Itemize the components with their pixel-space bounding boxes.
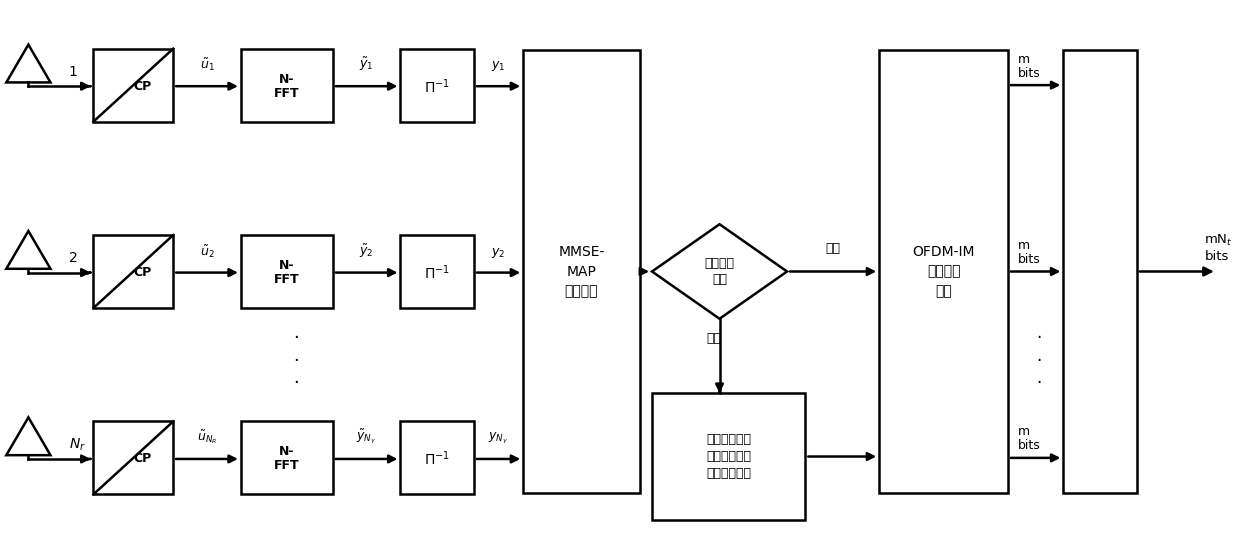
Text: $\tilde{y}_2$: $\tilde{y}_2$ [360, 242, 373, 260]
Text: 错误激活模式
纠正和出错子
载波估计模块: 错误激活模式 纠正和出错子 载波估计模块 [707, 433, 751, 480]
Text: $\Pi^{-1}$: $\Pi^{-1}$ [424, 77, 450, 96]
Bar [401, 421, 474, 494]
Bar [401, 49, 474, 122]
Text: m
bits: m bits [1018, 53, 1040, 80]
Polygon shape [652, 224, 787, 319]
Text: N-
FFT: N- FFT [274, 445, 300, 472]
Text: $\tilde{u}_1$: $\tilde{u}_1$ [200, 56, 215, 73]
Text: m
bits: m bits [1018, 239, 1040, 266]
Text: $\tilde{u}_{N_R}$: $\tilde{u}_{N_R}$ [197, 428, 217, 446]
Bar [241, 49, 332, 122]
Bar [93, 421, 174, 494]
Text: OFDM-IM
子帧解调
模块: OFDM-IM 子帧解调 模块 [913, 245, 975, 298]
Bar [401, 235, 474, 308]
Bar [93, 235, 174, 308]
Text: N-
FFT: N- FFT [274, 259, 300, 286]
Text: 无错: 无错 [826, 242, 841, 255]
Bar [879, 50, 1008, 493]
Text: $N_r$: $N_r$ [69, 436, 86, 452]
Text: mN$_t$
bits: mN$_t$ bits [1204, 233, 1234, 263]
Text: $y_2$: $y_2$ [491, 245, 506, 260]
Text: N-
FFT: N- FFT [274, 73, 300, 100]
Bar [652, 393, 806, 520]
Bar [523, 50, 640, 493]
Text: ·
·
·: · · · [293, 330, 299, 392]
Text: $y_1$: $y_1$ [491, 59, 506, 73]
Text: $\tilde{y}_{N_\gamma}$: $\tilde{y}_{N_\gamma}$ [356, 427, 377, 446]
Text: $\Pi^{-1}$: $\Pi^{-1}$ [424, 450, 450, 468]
Bar [241, 235, 332, 308]
Text: 1: 1 [69, 65, 78, 79]
Text: 出错: 出错 [706, 332, 720, 345]
Text: $y_{N_\gamma}$: $y_{N_\gamma}$ [489, 431, 508, 446]
Text: 激活模式
检测: 激活模式 检测 [704, 257, 734, 286]
Bar [1063, 50, 1137, 493]
Text: $\tilde{u}_2$: $\tilde{u}_2$ [200, 243, 215, 260]
Text: ·
·
·: · · · [1037, 330, 1042, 392]
Text: 2: 2 [69, 251, 78, 265]
Text: $\Pi^{-1}$: $\Pi^{-1}$ [424, 263, 450, 282]
Bar [93, 49, 174, 122]
Text: CP: CP [134, 452, 153, 465]
Text: CP: CP [134, 266, 153, 279]
Text: m
bits: m bits [1018, 426, 1040, 452]
Text: CP: CP [134, 80, 153, 93]
Text: MMSE-
MAP
估计模块: MMSE- MAP 估计模块 [558, 245, 605, 298]
Text: $\tilde{y}_1$: $\tilde{y}_1$ [360, 56, 374, 73]
Bar [241, 421, 332, 494]
